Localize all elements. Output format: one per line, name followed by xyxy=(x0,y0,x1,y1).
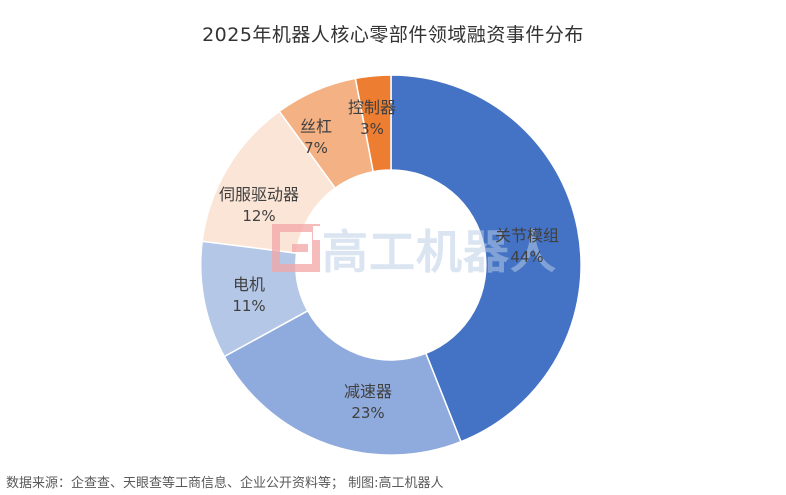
label-servo-driver-pct: 12% xyxy=(242,207,275,225)
label-controller-pct: 3% xyxy=(360,120,384,138)
label-controller-name: 控制器 xyxy=(348,98,396,117)
label-lead-screw-name: 丝杠 xyxy=(300,117,332,136)
label-joint-module-pct: 44% xyxy=(510,248,543,266)
label-motor-name: 电机 xyxy=(233,275,265,294)
label-reducer-name: 减速器 xyxy=(344,382,392,401)
label-lead-screw-pct: 7% xyxy=(304,139,328,157)
label-servo-driver-name: 伺服驱动器 xyxy=(219,185,299,204)
watermark: 高工机器人 xyxy=(272,224,557,279)
watermark-logo-icon xyxy=(272,224,321,272)
data-source-note: 数据来源：企查查、天眼查等工商信息、企业公开资料等； 制图:高工机器人 xyxy=(6,476,444,491)
label-reducer-pct: 23% xyxy=(351,404,384,422)
slice-controller xyxy=(354,74,392,173)
chart-title: 2025年机器人核心零部件领域融资事件分布 xyxy=(202,24,584,46)
slice-joint-module xyxy=(390,74,582,443)
label-joint-module-name: 关节模组 xyxy=(495,226,559,245)
watermark-text: 高工机器人 xyxy=(322,225,557,279)
slice-labels: 关节模组 44% 减速器 23% 电机 11% 伺服驱动器 12% 丝杠 7% … xyxy=(219,98,559,422)
label-motor-pct: 11% xyxy=(232,297,265,315)
donut-slices xyxy=(199,74,582,456)
slice-reducer xyxy=(223,309,462,456)
